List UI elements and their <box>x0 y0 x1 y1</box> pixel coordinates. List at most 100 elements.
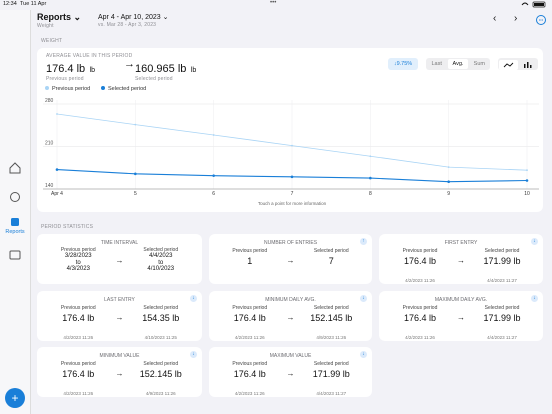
prev-button[interactable]: ‹ <box>493 13 497 24</box>
stat-value: 171.99 lb <box>483 256 521 266</box>
x-tick-label: 9 <box>447 191 450 197</box>
stat-period-label: Previous period <box>60 305 96 311</box>
stat-period-label: Previous period <box>60 361 96 367</box>
header-subtitle: Weight <box>37 23 54 29</box>
stat-column: Previous period 176.4 lb 4/2/2023 11:26 <box>37 305 120 341</box>
trend-icon: ↓ <box>360 351 367 358</box>
stat-period-label: Selected period <box>313 305 349 311</box>
stat-date: 4/2/2023 11:26 <box>63 335 94 340</box>
mode-option[interactable]: Last <box>431 61 442 67</box>
stat-date: 4/2/2023 11:26 <box>405 278 435 283</box>
mode-option[interactable]: Avg. <box>448 59 468 69</box>
stat-column: Previous period 1 <box>209 248 291 284</box>
status-time: 12:34 <box>3 1 17 7</box>
y-tick-label: 280 <box>45 98 54 104</box>
stat-card: MINIMUM DAILY AVG. ↓ Previous period 176.4 … <box>209 291 372 341</box>
stat-arrow: → <box>457 313 465 322</box>
summary-label: AVERAGE VALUE IN THIS PERIOD <box>46 53 133 59</box>
more-button[interactable]: ••• <box>536 15 546 25</box>
stat-column: Selected period 171.99 lb 4/4/2023 11:27 <box>461 305 543 341</box>
stat-column: Selected period 154.35 lb 4/10/2023 11:25 <box>120 305 203 341</box>
status-icons <box>521 1 546 8</box>
stat-value: 171.99 lb <box>312 369 350 379</box>
data-point <box>56 113 58 115</box>
stat-period-label: Selected period <box>484 305 520 311</box>
x-tick-label: 5 <box>134 191 137 197</box>
selected-average-value: 160.965 lb <box>135 63 187 75</box>
sidebar-icons <box>9 162 21 260</box>
stat-period-label: Previous period <box>402 305 438 311</box>
stat-column: Selected period 7 <box>291 248 373 284</box>
stat-period-label: Selected period <box>313 248 349 254</box>
mode-segment: Last Avg. Sum <box>426 58 490 70</box>
stat-value: 176.4 lb <box>233 369 266 379</box>
data-point <box>212 134 215 136</box>
data-point <box>369 155 372 158</box>
mode-option[interactable]: Sum <box>473 61 485 67</box>
chart: Previous period Selected period 140 210 280 A… <box>43 86 539 206</box>
stat-date: 4/10/2023 11:25 <box>144 335 177 340</box>
stat-date: 4/2/2023 11:26 <box>405 335 435 340</box>
data-point <box>525 179 529 182</box>
stat-value: 4/4/2023 <box>149 253 173 259</box>
chart-note: Touch a point for more information <box>258 201 327 206</box>
stat-arrow: → <box>457 256 465 265</box>
data-point <box>55 168 59 171</box>
stat-arrow: → <box>286 256 295 265</box>
status-date: Tue 11 Apr <box>20 1 47 7</box>
stat-card: MAXIMUM VALUE ↓ Previous period 176.4 lb 4/2… <box>209 347 372 397</box>
view-toggle <box>498 58 538 70</box>
date-range[interactable]: Apr 4 - Apr 10, 2023 ⌄ <box>98 14 169 21</box>
stat-period-label: Selected period <box>143 361 179 367</box>
y-tick-label: 140 <box>45 183 54 189</box>
data-point <box>291 144 293 147</box>
stat-title: FIRST ENTRY <box>444 240 478 246</box>
stat-period-label: Selected period <box>484 248 520 254</box>
stat-column: Selected period 171.99 lb 4/4/2023 11:27 <box>461 248 543 284</box>
stat-column: Previous period 176.4 lb 4/2/2023 11:26 <box>379 305 461 341</box>
data-point <box>212 174 215 177</box>
sidebar-label[interactable]: Reports <box>5 229 25 235</box>
data-point <box>526 169 528 172</box>
stat-card: NUMBER OF ENTRIES ↑ Previous period 1 Select… <box>209 234 372 284</box>
stat-date: 4/4/2023 11:27 <box>487 278 517 283</box>
trend-icon: ↓ <box>190 295 197 302</box>
stat-column: Previous period 176.4 lb 4/2/2023 11:26 <box>37 361 120 397</box>
stat-column: Previous period 176.4 lb 4/2/2023 11:26 <box>209 305 291 341</box>
stat-value: 176.4 lb <box>403 256 437 266</box>
trend-icon: ↓ <box>531 238 538 245</box>
selected-average: 160.965 lb lb Selected period <box>135 59 196 82</box>
stat-title: LAST ENTRY <box>104 297 135 303</box>
trend-icon: ↓ <box>531 295 538 302</box>
x-tick-label: 8 <box>369 191 372 197</box>
stat-column: Previous period 176.4 lb 4/2/2023 11:26 <box>209 361 291 397</box>
header-title[interactable]: Reports ⌄ <box>37 12 82 22</box>
x-tick-label: 6 <box>212 191 215 197</box>
legend-label: Selected period <box>108 86 146 92</box>
change-badge: ↓9.75% <box>388 58 418 70</box>
stat-period-label: Selected period <box>143 247 179 253</box>
stat-value: 154.35 lb <box>142 313 180 323</box>
next-button[interactable]: › <box>514 13 518 24</box>
bar-view-button[interactable] <box>524 64 526 68</box>
trend-icon: ↑ <box>360 238 367 245</box>
header-title-text: Reports <box>37 12 72 22</box>
stat-title: MAXIMUM VALUE <box>269 353 312 359</box>
compare-range: vs. Mar 28 - Apr 3, 2023 <box>98 22 157 28</box>
add-button[interactable]: + <box>5 388 25 408</box>
stat-card: MAXIMUM DAILY AVG. ↓ Previous period 176.4 … <box>379 291 543 341</box>
stat-title: MINIMUM VALUE <box>99 353 140 359</box>
stat-value: 3/28/2023 <box>64 253 92 259</box>
stat-column: Selected period 4/4/2023 to 4/10/2023 <box>120 247 203 283</box>
home-icon[interactable] <box>9 162 21 174</box>
stat-date: 4/2/2023 11:26 <box>234 335 265 340</box>
stat-arrow: → <box>115 369 124 378</box>
x-tick-label: Apr 4 <box>51 191 63 197</box>
stat-value: to <box>75 259 81 266</box>
reports-icon[interactable] <box>11 218 19 226</box>
stat-date: 4/2/2023 11:26 <box>234 391 265 396</box>
media-icon[interactable] <box>9 250 21 260</box>
stat-period-label: Previous period <box>232 361 268 367</box>
history-icon[interactable] <box>10 192 20 202</box>
sidebar <box>0 10 31 414</box>
